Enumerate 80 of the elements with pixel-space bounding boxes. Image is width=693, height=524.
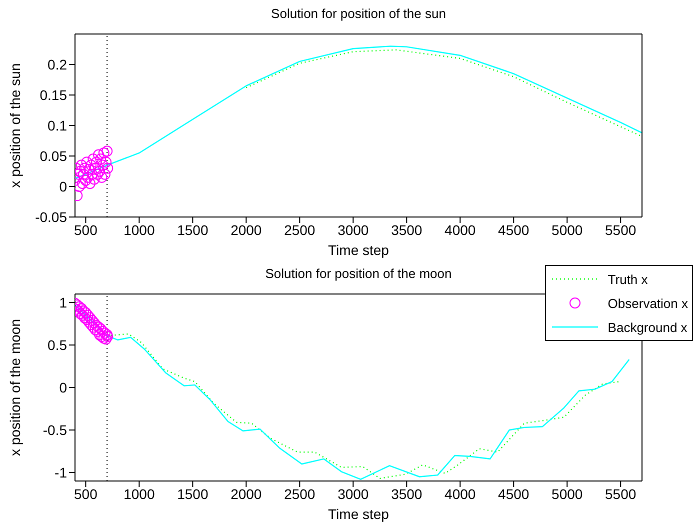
point [75, 181, 85, 192]
x-tick-label: 4500 [498, 222, 530, 238]
point [90, 162, 101, 174]
x-tick-label: 2000 [230, 222, 262, 238]
point [86, 314, 98, 326]
x-tick-label: 5500 [605, 486, 636, 502]
point [102, 162, 114, 174]
x-tick-label: 3000 [338, 222, 369, 238]
point [92, 168, 103, 180]
y-tick-label: 0.2 [48, 56, 68, 72]
point [78, 168, 90, 180]
point [86, 168, 98, 180]
x-tick-label: 2500 [284, 486, 316, 502]
point [88, 154, 99, 165]
point [82, 310, 94, 321]
x-tick-label: 500 [74, 222, 98, 238]
y-tick-label: 0 [59, 379, 68, 396]
point [84, 312, 96, 324]
point [88, 322, 99, 333]
point [94, 166, 106, 177]
chart-title: Solution for position of the moon [265, 266, 452, 281]
x-tick-label: 5000 [552, 222, 583, 238]
point [81, 156, 92, 168]
y-axis-title: x position of the moon [6, 319, 23, 456]
y-tick-label: -1 [54, 464, 68, 480]
point [82, 172, 94, 183]
point [100, 156, 112, 168]
point [86, 319, 97, 330]
point [83, 164, 94, 175]
x-axis-title: Time step [328, 506, 390, 522]
x-axis-title: Time step [328, 242, 390, 258]
point [96, 172, 108, 183]
point [75, 166, 86, 177]
x-tick-label: 4000 [444, 486, 476, 502]
x-tick-label: 2500 [284, 222, 316, 238]
x-tick-label: 4500 [498, 486, 530, 502]
x-tick-label: 2000 [230, 486, 262, 502]
chart-title: Solution for position of the sun [270, 6, 447, 21]
legend-label: Background x [608, 320, 688, 334]
y-tick-label: -0.05 [35, 208, 68, 225]
y-tick-label: 0.5 [48, 336, 68, 353]
legend-label: Observation x [608, 296, 688, 310]
x-tick-label: 4000 [444, 222, 476, 238]
point [84, 178, 96, 189]
point [76, 178, 88, 189]
point [76, 160, 87, 171]
x-tick-label: 1500 [177, 222, 208, 238]
point [102, 146, 113, 157]
point [83, 316, 94, 328]
x-tick-label: 5000 [552, 486, 583, 502]
x-tick-label: 1500 [177, 486, 208, 502]
point [88, 174, 100, 185]
y-tick-label: 0.1 [48, 117, 68, 134]
x-tick-label: 5500 [605, 222, 636, 238]
point [98, 147, 110, 158]
y-tick-label: 0 [59, 178, 68, 194]
line-series [246, 49, 642, 138]
point [97, 160, 108, 171]
point [88, 317, 100, 328]
point [80, 174, 92, 186]
legend-label: Truth x [608, 272, 648, 286]
point [99, 168, 110, 180]
x-tick-label: 3000 [338, 486, 369, 502]
x-tick-label: 1000 [124, 222, 155, 238]
point [90, 156, 102, 168]
point [90, 320, 102, 331]
x-tick-label: 3500 [391, 222, 422, 238]
x-tick-label: 3500 [391, 486, 422, 502]
point [93, 149, 104, 160]
point [79, 162, 90, 174]
x-tick-label: 500 [74, 486, 98, 502]
point [100, 334, 112, 345]
x-tick-label: 1000 [124, 486, 155, 502]
y-tick-label: 0.05 [40, 148, 68, 164]
y-tick-label: 0.15 [40, 86, 68, 103]
y-tick-label: 1 [59, 294, 68, 310]
point [86, 160, 97, 171]
point [95, 154, 106, 165]
y-axis-title: x position of the sun [6, 63, 23, 188]
y-tick-label: -0.5 [42, 422, 68, 438]
